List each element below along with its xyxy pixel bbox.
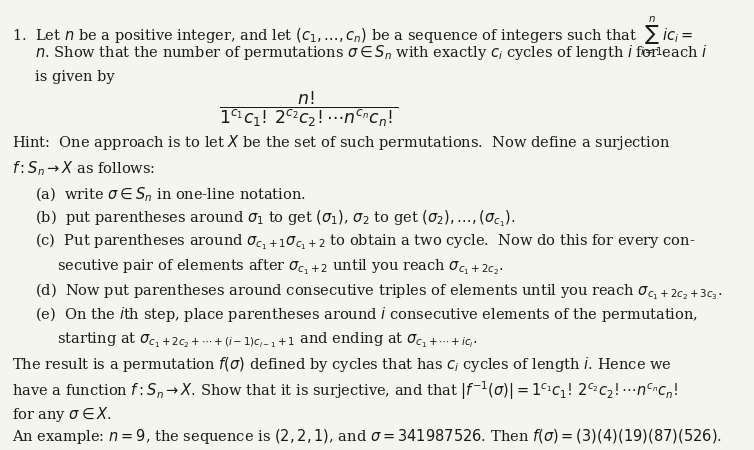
Text: (c)  Put parentheses around $\sigma_{c_1+1}\sigma_{c_1+2}$ to obtain a two cycle: (c) Put parentheses around $\sigma_{c_1+… [35, 232, 696, 252]
Text: An example: $n = 9$, the sequence is $(2, 2, 1)$, and $\sigma = 341987526$. Then: An example: $n = 9$, the sequence is $(2… [13, 427, 722, 446]
Text: $n$. Show that the number of permutations $\sigma \in S_n$ with exactly $c_i$ cy: $n$. Show that the number of permutation… [35, 43, 708, 62]
Text: for any $\sigma \in X$.: for any $\sigma \in X$. [13, 405, 112, 424]
Text: $\dfrac{n!}{1^{c_1}c_1!\, 2^{c_2}c_2!\cdots n^{c_n}c_n!}$: $\dfrac{n!}{1^{c_1}c_1!\, 2^{c_2}c_2!\cd… [219, 89, 399, 129]
Text: secutive pair of elements after $\sigma_{c_1+2}$ until you reach $\sigma_{c_1+2c: secutive pair of elements after $\sigma_… [57, 257, 504, 277]
Text: The result is a permutation $f(\sigma)$ defined by cycles that has $c_i$ cycles : The result is a permutation $f(\sigma)$ … [13, 355, 673, 374]
Text: is given by: is given by [35, 70, 115, 84]
Text: (e)  On the $i$th step, place parentheses around $i$ consecutive elements of the: (e) On the $i$th step, place parentheses… [35, 306, 698, 324]
Text: Hint:  One approach is to let $X$ be the set of such permutations.  Now define a: Hint: One approach is to let $X$ be the … [13, 133, 671, 152]
Text: (a)  write $\sigma \in S_n$ in one-line notation.: (a) write $\sigma \in S_n$ in one-line n… [35, 186, 306, 204]
Text: $f: S_n \to X$ as follows:: $f: S_n \to X$ as follows: [13, 160, 156, 178]
Text: (d)  Now put parentheses around consecutive triples of elements until you reach : (d) Now put parentheses around consecuti… [35, 282, 723, 302]
Text: have a function $f: S_n \to X$. Show that it is surjective, and that $|f^{-1}(\s: have a function $f: S_n \to X$. Show tha… [13, 379, 679, 402]
Text: starting at $\sigma_{c_1+2c_2+\cdots+(i-1)c_{i-1}+1}$ and ending at $\sigma_{c_1: starting at $\sigma_{c_1+2c_2+\cdots+(i-… [57, 331, 478, 350]
Text: (b)  put parentheses around $\sigma_1$ to get $(\sigma_1)$, $\sigma_2$ to get $(: (b) put parentheses around $\sigma_1$ to… [35, 209, 516, 230]
Text: 1.  Let $n$ be a positive integer, and let $(c_1,\ldots,c_n)$ be a sequence of i: 1. Let $n$ be a positive integer, and le… [13, 14, 694, 58]
